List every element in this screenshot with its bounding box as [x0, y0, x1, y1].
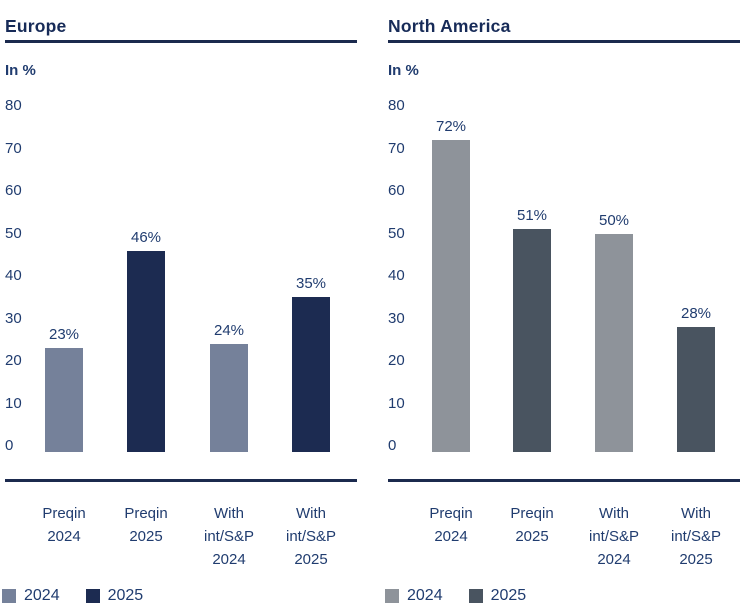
- bar-2025-preqin-2025: [513, 229, 551, 452]
- north-america-chart-title: North America: [388, 15, 511, 36]
- x-axis-category-label-line: With: [681, 505, 711, 522]
- x-axis-category-label-line: 2025: [515, 528, 549, 545]
- bar-value-label: 28%: [680, 305, 712, 322]
- x-axis-category-label: With int/S&P 2024: [569, 502, 659, 571]
- y-axis-tick-label: 60: [5, 182, 22, 199]
- x-axis-category-label-line: int/S&P: [670, 528, 722, 545]
- bar-value-label: 72%: [435, 118, 467, 135]
- bar-value-label: 35%: [295, 275, 327, 293]
- x-axis-category-label-line: int/S&P: [203, 528, 255, 545]
- europe-legend: 2024 2025: [2, 587, 143, 605]
- y-axis-tick-label: 70: [388, 139, 405, 157]
- legend-swatch-icon: [385, 589, 399, 603]
- x-axis-category-label: Preqin 2024: [19, 502, 109, 548]
- y-axis-tick-label: 50: [5, 224, 22, 242]
- x-axis-category-label-line: 2024: [47, 528, 81, 545]
- north-america-x-axis-line: [388, 479, 740, 482]
- bar-value-label: 51%: [516, 207, 548, 225]
- bar-2024-with-int-s-p-2024: [595, 233, 633, 452]
- x-axis-category-label-line: 2024: [434, 528, 468, 545]
- y-axis-tick-label: 20: [388, 352, 405, 369]
- y-axis-tick-label: 0: [388, 437, 397, 454]
- y-axis-tick-label: 40: [388, 267, 405, 284]
- x-axis-category-label: With int/S&P 2025: [651, 502, 741, 571]
- x-axis-category-label-line: With: [214, 505, 244, 522]
- y-axis-tick-label: 80: [388, 97, 405, 114]
- bar-value-label: 50%: [598, 211, 630, 229]
- bar-value-label: 46%: [130, 228, 162, 246]
- x-axis-category-label: With int/S&P 2024: [184, 502, 274, 571]
- europe-chart-title: Europe: [5, 15, 67, 36]
- legend-item-2024: 2024: [2, 587, 60, 605]
- y-axis-tick-label: 60: [388, 182, 405, 199]
- europe-chart-panel: Europe In % 80 70 60 50 40 30 20 10 0 23% 46% 24% 35…: [0, 0, 365, 615]
- x-axis-category-label-line: Preqin: [42, 505, 86, 522]
- legend-swatch-icon: [2, 589, 16, 603]
- legend-item-2025: 2025: [85, 587, 144, 605]
- legend-item-2024: 2024: [385, 587, 443, 605]
- bar-2025-with-int-s-p-2025: [292, 297, 330, 452]
- legend-label: 2024: [407, 587, 443, 604]
- north-america-y-axis-unit-label: In %: [388, 62, 419, 79]
- y-axis-tick-label: 20: [5, 352, 22, 369]
- x-axis-category-label-line: int/S&P: [285, 528, 337, 545]
- y-axis-tick-label: 80: [5, 97, 22, 114]
- y-axis-tick-label: 30: [388, 309, 405, 327]
- x-axis-category-label-line: Preqin: [429, 505, 473, 522]
- x-axis-category-label-line: With: [599, 505, 629, 522]
- europe-y-axis-unit-label: In %: [5, 62, 36, 79]
- legend-label: 2024: [24, 587, 60, 604]
- bar-2025-preqin-2025: [127, 250, 165, 452]
- north-america-legend: 2024 2025: [385, 587, 526, 605]
- x-axis-category-label-line: Preqin: [510, 505, 554, 522]
- x-axis-category-label-line: 2024: [597, 551, 631, 568]
- x-axis-category-label-line: 2025: [679, 551, 713, 568]
- legend-swatch-icon: [85, 589, 100, 603]
- x-axis-category-label: With int/S&P 2025: [266, 502, 356, 571]
- y-axis-tick-label: 70: [5, 139, 22, 157]
- bar-2024-preqin-2024: [45, 348, 83, 452]
- north-america-title-rule: [388, 40, 740, 43]
- y-axis-tick-label: 0: [5, 437, 14, 454]
- x-axis-category-label: Preqin 2025: [487, 502, 577, 548]
- x-axis-category-label-line: 2025: [129, 528, 163, 545]
- bar-2024-with-int-s-p-2024: [210, 344, 248, 452]
- legend-label: 2025: [107, 587, 144, 604]
- north-america-chart-panel: North America In % 80 70 60 50 40 30 20 10 0 72% 5…: [383, 0, 750, 615]
- y-axis-tick-label: 30: [5, 309, 22, 327]
- y-axis-tick-label: 40: [5, 267, 22, 284]
- x-axis-category-label: Preqin 2024: [406, 502, 496, 548]
- x-axis-category-label-line: With: [296, 505, 326, 522]
- legend-label: 2025: [490, 587, 527, 604]
- x-axis-category-label: Preqin 2025: [101, 502, 191, 548]
- europe-title-rule: [5, 40, 357, 43]
- x-axis-category-label-line: Preqin: [124, 505, 168, 522]
- x-axis-category-label-line: 2025: [294, 551, 328, 568]
- x-axis-category-label-line: 2024: [212, 551, 246, 568]
- y-axis-tick-label: 10: [5, 394, 22, 412]
- europe-x-axis-line: [5, 479, 357, 482]
- legend-item-2025: 2025: [468, 587, 527, 605]
- x-axis-category-label-line: int/S&P: [588, 528, 640, 545]
- legend-swatch-icon: [468, 589, 483, 603]
- bar-value-label: 24%: [213, 322, 245, 339]
- y-axis-tick-label: 10: [388, 394, 405, 412]
- y-axis-tick-label: 50: [388, 224, 405, 242]
- bar-value-label: 23%: [48, 326, 80, 344]
- bar-2024-preqin-2024: [432, 140, 470, 452]
- bar-2025-with-int-s-p-2025: [677, 327, 715, 452]
